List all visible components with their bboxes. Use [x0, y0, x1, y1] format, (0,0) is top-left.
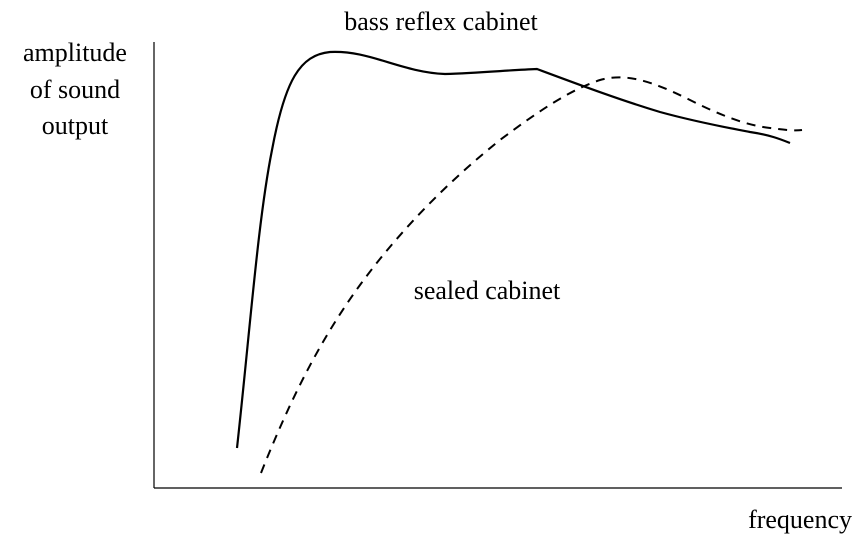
x-axis-label: frequency: [748, 505, 852, 534]
curve-label: sealed cabinet: [414, 276, 561, 305]
curve-label: bass reflex cabinet: [344, 7, 538, 36]
bass-reflex-curve: [235, 50, 791, 449]
y-axis-label: of sound: [30, 75, 120, 104]
y-axis-label: output: [42, 111, 109, 140]
y-axis-label: amplitude: [23, 38, 127, 67]
sealed-curve: [260, 76, 803, 474]
